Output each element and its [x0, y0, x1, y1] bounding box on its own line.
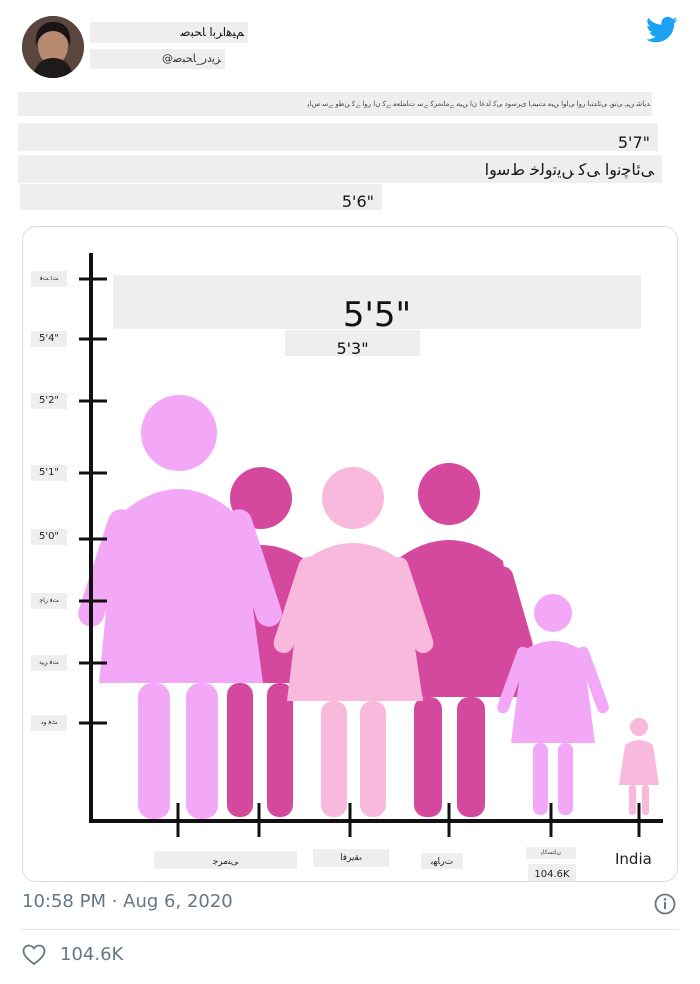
height-chart: [78, 253, 663, 837]
y-tick-label-7: ﺖﻓ ﻦﯿﺗ: [31, 655, 67, 671]
tweet-text-row-1: 5'7": [18, 123, 658, 152]
y-tick-label-2: 5'4": [31, 331, 67, 347]
figure-5: [497, 594, 609, 815]
y-tick-label-5: 5'0": [31, 529, 67, 545]
footer-divider: [22, 929, 678, 930]
info-icon[interactable]: [654, 893, 676, 915]
x-label-3: ﺕﺭﺎﮭﺑ: [421, 853, 463, 869]
x-label-2: ﮦﻘﯾﺮﻓﺍ: [313, 849, 389, 867]
user-handle[interactable]: @ﺰﯾﺩﺭ_ﺎﺤﺒﺻ: [90, 49, 225, 69]
figure-4: [365, 463, 533, 817]
height-callout-small: 5'3": [285, 330, 420, 358]
figure-1: [78, 395, 282, 819]
y-tick-label-4: 5'1": [31, 465, 67, 481]
like-count[interactable]: 104.6K: [60, 944, 124, 965]
tweet-text-line: ﺪﯾﺎﺷ ﮟﯿﮨ ﯽﺗﻮﮨ ﯽﺋﺍﺪﺘﺑﺍ ﺭﻭﺍ ﯽﻟﻭﺍ ﮟﯿﻣ ﺖﯿﻤﮨﺍ…: [18, 92, 652, 116]
tweet-text-row-2: ﯽﺋﺎﭼﻧﻭﺍ ﯽﮐ ﮟﯾﺗﻭﻟﺧ ﻁﺳﻭﺍ: [18, 155, 662, 183]
y-tick-label-1: ﺖﭨ ﺖﻓ: [31, 271, 67, 287]
x-ticks: [176, 803, 641, 837]
figure-6: [619, 718, 659, 815]
twitter-bird-icon[interactable]: [646, 16, 678, 44]
tweet-text-row-3: 5'6": [20, 184, 382, 211]
x-label-1: ﯽﻨﻣﺮﺟ: [154, 851, 297, 869]
display-name[interactable]: ﻢﯿﻫﺍﺮﺑﺍ ﺎﺤﺒﺻ: [90, 22, 248, 43]
height-callout-large: 5'5": [113, 275, 641, 335]
heart-icon[interactable]: [22, 944, 46, 966]
media-card[interactable]: ﺖﭨ ﺖﻓ 5'4" 5'2" 5'1" 5'0" ﺖﻓ ﺭﺎﭼ ﺖﻓ ﻦﯿﺗ …: [22, 226, 678, 882]
y-tick-label-3: 5'2": [31, 393, 67, 409]
x-label-4-caption: ﻥﺎﺘﺴﮐﺎﭘ: [526, 847, 576, 859]
tweet-timestamp[interactable]: 10:58 PM · Aug 6, 2020: [22, 891, 233, 912]
y-ticks: [79, 277, 107, 725]
x-label-4: 104.6K: [528, 864, 576, 881]
y-tick-label-8: ﭧﻓ ﻭﺩ: [31, 715, 67, 731]
y-tick-label-6: ﺖﻓ ﺭﺎﭼ: [31, 593, 67, 609]
figure-3: [273, 467, 434, 817]
x-label-5: India: [615, 850, 652, 868]
avatar[interactable]: [22, 16, 84, 78]
